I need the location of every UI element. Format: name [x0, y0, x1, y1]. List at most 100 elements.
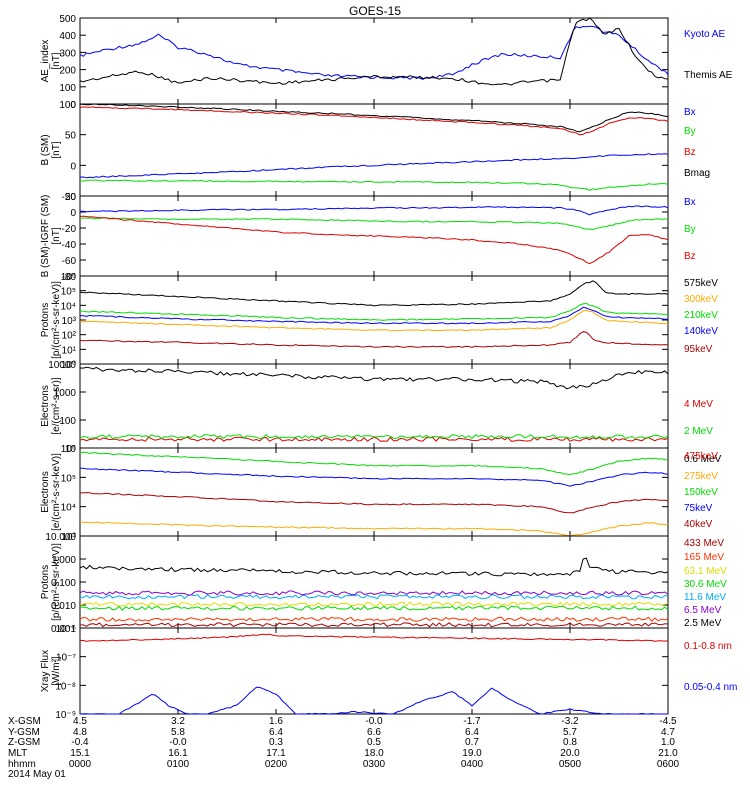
legend-label: Bz — [684, 251, 696, 262]
legend-label: 2.5 MeV — [684, 618, 722, 629]
ephemeris-value: 21.0 — [658, 748, 678, 759]
series-line-210kev — [80, 302, 669, 321]
legend-label: 475keV — [684, 451, 718, 462]
ephemeris-value: 4.7 — [661, 727, 675, 738]
legend-label: 63.1 MeV — [684, 566, 727, 577]
panel-frame — [79, 535, 669, 629]
panel-frame — [79, 17, 669, 105]
ephemeris-value: 5.8 — [171, 727, 185, 738]
y-tick-label: 20 — [65, 192, 77, 203]
y-axis-label-line: [W/m²] — [51, 656, 62, 686]
ephemeris-row-label: MLT — [8, 748, 27, 759]
ephemeris-value: 6.6 — [367, 727, 381, 738]
y-tick-label: -50 — [62, 192, 77, 203]
y-tick-label: -20 — [62, 224, 77, 235]
ephemeris-value: -1.7 — [463, 716, 481, 727]
legend-label: Bz — [684, 147, 696, 158]
y-tick-label: 1000 — [54, 388, 77, 399]
y-tick-label: 10⁻⁹ — [55, 710, 76, 721]
ephemeris-value: 1.6 — [269, 716, 283, 727]
ephemeris-value: 4.8 — [73, 727, 87, 738]
legend-label: 30.6 MeV — [684, 579, 727, 590]
y-axis-label: B (SM)-IGRF (SM)[nT] — [40, 195, 62, 278]
y-tick-label: 100 — [59, 83, 76, 94]
series-line-75kev — [80, 467, 669, 487]
y-axis-label-line: Protons — [40, 565, 51, 599]
y-axis-label: B (SM)[nT] — [40, 134, 62, 165]
series-line-bmag — [79, 103, 669, 133]
legend-label: By — [684, 126, 696, 137]
y-tick-label: 10 — [65, 444, 77, 455]
y-axis-label-line: Electrons — [40, 471, 51, 513]
y-tick-label: 0 — [70, 100, 76, 111]
y-tick-label: 10⁻⁶ — [55, 624, 76, 635]
y-tick-label: 10⁻⁷ — [56, 653, 76, 664]
ephemeris-value: 6.4 — [269, 727, 283, 738]
ephemeris-value: 0.7 — [465, 737, 479, 748]
y-axis-label-line: [nT] — [51, 227, 62, 244]
series-line-by — [79, 217, 669, 231]
series-line-0-1-0-8-nm — [79, 633, 669, 642]
y-tick-label: 10¹ — [62, 345, 77, 356]
panel-frame — [79, 447, 669, 537]
ephemeris-value: 0500 — [559, 759, 582, 770]
series-line-themis-ae — [79, 17, 669, 86]
series-line-140kev — [79, 306, 669, 325]
series-line-300kev — [79, 309, 669, 332]
figure-title: GOES-15 — [349, 4, 401, 18]
y-axis-label-line: [nT] — [51, 141, 62, 158]
y-tick-label: 10⁵ — [61, 287, 76, 298]
ephemeris-value: 0.8 — [563, 737, 577, 748]
y-axis-label: Protons[p/(cm²-s-sr-keV)] — [40, 281, 62, 359]
y-axis-label: Xray Flux[W/m²] — [40, 650, 62, 692]
series-line-bx — [80, 205, 669, 216]
legend-label: 275keV — [684, 471, 718, 482]
y-axis-label-line: [p/(cm²-s-sr-keV)] — [51, 281, 62, 359]
series-line-95kev — [79, 331, 669, 348]
y-axis-label-line: [e/(cm²-s-sr)] — [51, 377, 62, 434]
series-line-0-05-0-4-nm — [79, 686, 668, 715]
y-tick-label: 10⁶ — [61, 444, 76, 455]
series-line-kyoto-ae — [79, 25, 669, 80]
legend-label: 140keV — [684, 326, 718, 337]
y-tick-label: 0 — [70, 161, 76, 172]
y-axis-label-line: [nT] — [51, 52, 62, 69]
ephemeris-value: 1.0 — [661, 737, 675, 748]
ephemeris-value: -0.0 — [365, 716, 383, 727]
y-tick-label: 100 — [59, 100, 76, 111]
legend-label: 150keV — [684, 487, 718, 498]
y-tick-label: 500 — [59, 14, 76, 25]
ephemeris-value: 20.0 — [560, 748, 580, 759]
y-tick-label: 100 — [59, 416, 76, 427]
panel-3: 10⁰10¹10²10³10⁴10⁵10⁶Protons[p/(cm²-s-sr… — [40, 272, 718, 371]
y-tick-label: 10² — [62, 331, 77, 342]
y-axis-label-line: B (SM)-IGRF (SM) — [40, 195, 51, 278]
legend-label: 0.1-0.8 nm — [684, 641, 732, 652]
legend-label: 4 MeV — [684, 399, 713, 410]
legend-label: Themis AE — [684, 70, 733, 81]
y-tick-label: 1.000 — [51, 555, 76, 566]
date-label: 2014 May 01 — [8, 769, 66, 780]
panel-1: -50 0 50 100 B (SM)[nT] Bx By Bz Bmag — [40, 100, 710, 203]
legend-label: By — [684, 224, 696, 235]
ephemeris-value: 0000 — [69, 759, 92, 770]
legend-label: Bx — [684, 107, 696, 118]
ephemeris-row-label: Z-GSM — [8, 737, 40, 748]
legend-label: 210keV — [684, 310, 718, 321]
y-axis-label-line: Xray Flux — [40, 650, 51, 692]
y-axis-label-line: B (SM) — [40, 134, 51, 165]
ephemeris-row-label: X-GSM — [8, 716, 41, 727]
series-line-by — [79, 179, 669, 191]
legend-label: 40keV — [684, 519, 713, 530]
legend-label: Bmag — [684, 168, 710, 179]
y-tick-label: 10⁵ — [61, 473, 76, 484]
legend-label: 75keV — [684, 503, 713, 514]
panel-6: 0.0010.0100.1001.00010.000Protons[p/(cm²… — [40, 532, 727, 635]
y-tick-label: -60 — [62, 256, 77, 267]
legend-label: 165 MeV — [684, 552, 724, 563]
ephemeris-value: 16.1 — [168, 748, 188, 759]
